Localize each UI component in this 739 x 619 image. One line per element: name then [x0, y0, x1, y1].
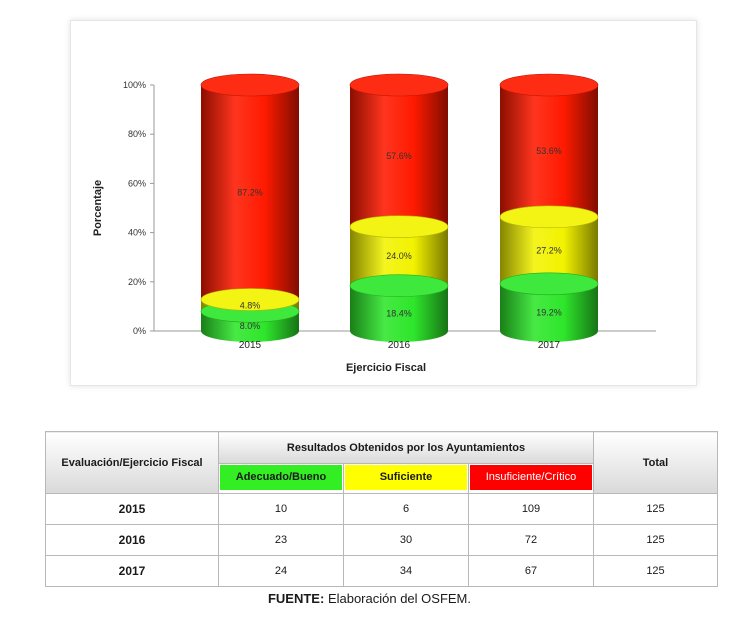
category-header-good: Adecuado/Bueno [218, 463, 344, 494]
cell-critical: 109 [468, 493, 594, 525]
y-axis-title: Porcentaje [92, 180, 104, 236]
data-label: 19.2% [536, 307, 562, 317]
row-year: 2015 [45, 493, 219, 525]
group-header: Resultados Obtenidos por los Ayuntamient… [218, 431, 594, 464]
cylinder-cap [349, 73, 449, 97]
cylinder-segment [201, 311, 299, 342]
stacked-cylinder-chart: 0% 20% 40% 60% 80% 100% Porcentaje Ejercicio Fi… [92, 73, 656, 374]
category-header-sufficient: Suficiente [343, 463, 469, 494]
cell-good: 24 [218, 555, 344, 587]
results-table: Evaluación/Ejercicio Fiscal Resultados O… [45, 431, 718, 587]
cylinder-segment [500, 85, 598, 228]
y-tick-label: 20% [128, 277, 146, 287]
y-tick-label: 100% [123, 80, 146, 90]
x-tick-label: 2017 [538, 340, 561, 351]
y-tick-label: 80% [128, 129, 146, 139]
category-label-good: Adecuado/Bueno [220, 465, 342, 490]
cylinder-segment [500, 283, 598, 342]
source-text: Elaboración del OSFEM. [327, 591, 472, 606]
x-tick-label: 2015 [239, 340, 262, 351]
row-year: 2017 [45, 555, 219, 587]
data-label: 53.6% [536, 146, 562, 156]
cell-good: 23 [218, 524, 344, 556]
cell-sufficient: 6 [343, 493, 469, 525]
cylinder-cap [349, 215, 449, 238]
table-row: 2016 23 30 72 125 [45, 524, 718, 556]
table-row: 2015 10 6 109 125 [45, 493, 718, 525]
data-label: 8.0% [240, 321, 261, 331]
corner-header: Evaluación/Ejercicio Fiscal [45, 431, 219, 494]
data-label: 27.2% [536, 245, 562, 255]
x-tick-label: 2016 [388, 340, 411, 351]
row-year: 2016 [45, 524, 219, 556]
cylinder-cap [499, 272, 599, 296]
cell-sufficient: 34 [343, 555, 469, 587]
y-tick-label: 60% [128, 178, 146, 188]
data-label: 4.8% [240, 300, 261, 310]
y-tick-label: 40% [128, 228, 146, 238]
data-label: 24.0% [386, 251, 412, 261]
cell-critical: 72 [468, 524, 594, 556]
source-note: FUENTE: Elaboración del OSFEM. [0, 591, 739, 606]
source-label: FUENTE: [267, 591, 325, 606]
cylinder-cap [349, 274, 449, 298]
x-axis-title: Ejercicio Fiscal [346, 362, 426, 374]
cylinder-cap [200, 73, 300, 97]
total-header: Total [593, 431, 718, 494]
category-label-sufficient: Suficiente [345, 465, 467, 490]
cylinder-segment [350, 85, 448, 238]
cell-total: 125 [593, 524, 718, 556]
cell-good: 10 [218, 493, 344, 525]
cell-total: 125 [593, 555, 718, 587]
table-row: 2017 24 34 67 125 [45, 555, 718, 587]
cell-critical: 67 [468, 555, 594, 587]
cell-total: 125 [593, 493, 718, 525]
data-label: 87.2% [237, 187, 263, 197]
cylinder-cap [200, 288, 300, 311]
chart-panel: 0% 20% 40% 60% 80% 100% Porcentaje Ejercicio Fi… [70, 20, 697, 386]
cylinder-segment [201, 85, 299, 311]
category-header-critical: Insuficiente/Crítico [468, 463, 594, 494]
cylinder-cap [499, 73, 599, 97]
data-label: 57.6% [386, 151, 412, 161]
data-label: 18.4% [386, 308, 412, 318]
y-tick-label: 0% [133, 326, 146, 336]
cylinder-segment [350, 285, 448, 342]
category-label-critical: Insuficiente/Crítico [470, 465, 592, 490]
cell-sufficient: 30 [343, 524, 469, 556]
cylinder-cap [499, 205, 599, 229]
